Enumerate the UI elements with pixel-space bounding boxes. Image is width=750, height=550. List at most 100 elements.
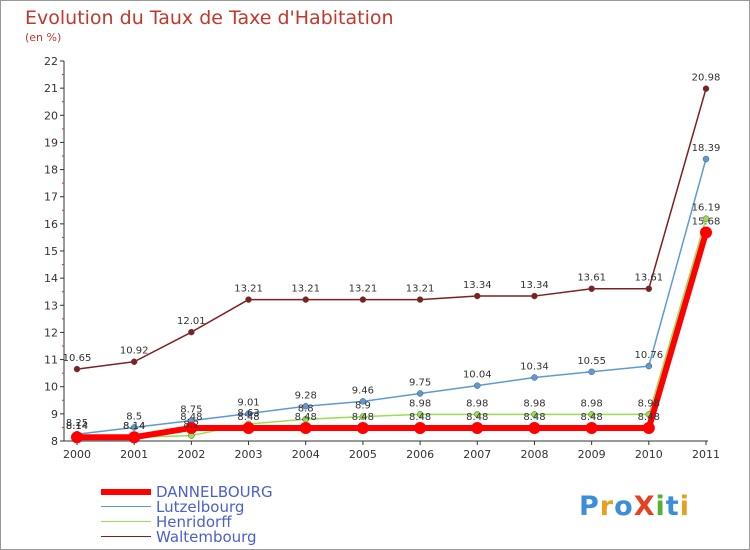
data-label: 8.48 [237, 412, 259, 423]
data-label: 9.75 [409, 378, 431, 389]
data-label: 12.01 [177, 316, 206, 327]
data-label: 8.48 [466, 412, 488, 423]
data-label: 8.75 [180, 405, 202, 416]
data-label: 8.14 [123, 421, 145, 432]
data-label: 8.48 [409, 412, 431, 423]
legend-item-dannelbourg: DANNELBOURG [101, 483, 401, 501]
data-label: 8.9 [355, 401, 371, 412]
y-tick-label: 16 [44, 218, 58, 231]
logo-letter: i [679, 491, 690, 522]
logo-letter: r [599, 491, 615, 522]
data-point [588, 368, 595, 376]
data-label: 13.21 [406, 284, 435, 295]
data-label: 8.48 [180, 412, 202, 423]
data-label: 15.68 [692, 217, 721, 228]
data-label: 8.63 [237, 408, 259, 419]
data-point [645, 285, 653, 292]
logo-letter: X [633, 491, 656, 522]
chart-title: Evolution du Taux de Taxe d'Habitation [25, 7, 394, 29]
x-tick-label: 2000 [63, 448, 91, 461]
y-tick-label: 14 [44, 272, 58, 285]
x-tick-label: 2003 [235, 448, 263, 461]
data-label: 8.48 [295, 412, 317, 423]
data-label: 9.28 [295, 390, 317, 401]
data-point [130, 424, 138, 431]
logo-letter: o [614, 491, 634, 522]
y-tick-label: 13 [44, 299, 58, 312]
legend-swatch [101, 536, 151, 538]
legend-item-waltembourg: Waltembourg [101, 529, 401, 545]
data-label: 8.5 [126, 411, 142, 422]
legend: DANNELBOURG Lutzelbourg Henridorff Walte… [101, 483, 401, 545]
series-line-waltembourg [76, 87, 707, 370]
data-label: 9.46 [352, 385, 374, 396]
data-label: 18.39 [692, 143, 721, 154]
data-point [245, 410, 252, 417]
data-label: 8.25 [66, 418, 88, 429]
data-label: 16.19 [692, 203, 721, 214]
y-tick-label: 12 [44, 326, 58, 339]
data-label: 13.21 [291, 284, 320, 295]
data-point [359, 413, 367, 420]
y-tick-label: 17 [44, 191, 58, 204]
y-tick-label: 15 [44, 245, 58, 258]
data-label: 8.98 [638, 398, 660, 409]
data-label: 8.48 [638, 412, 660, 423]
legend-label: Lutzelbourg [156, 498, 245, 516]
data-label: 8.98 [581, 398, 603, 409]
data-point [356, 421, 369, 434]
chart-subtitle: (en %) [25, 31, 62, 44]
logo-letter: i [655, 491, 666, 522]
data-label: 8.48 [352, 412, 374, 423]
data-point [702, 155, 710, 163]
data-point [416, 296, 424, 303]
logo-letter: t [665, 491, 680, 522]
x-tick-label: 2001 [120, 448, 148, 461]
data-label: 8.98 [409, 398, 431, 409]
data-label: 8.14 [66, 421, 88, 432]
data-label: 8.14 [66, 421, 88, 432]
data-point [416, 411, 424, 418]
data-label: 13.21 [234, 284, 263, 295]
data-label: 9.01 [237, 398, 259, 409]
data-point [585, 421, 598, 434]
y-tick-label: 22 [44, 55, 58, 68]
data-point [71, 431, 83, 444]
data-point [700, 226, 712, 239]
data-label: 13.21 [349, 284, 378, 295]
legend-swatch [101, 521, 151, 523]
x-tick-label: 2011 [692, 448, 720, 461]
series-line-henridorff [76, 217, 707, 438]
data-point [471, 421, 484, 434]
data-point [474, 292, 481, 300]
data-label: 13.61 [634, 273, 663, 284]
data-point [414, 421, 427, 434]
data-point [359, 296, 367, 303]
data-label: 10.04 [463, 370, 492, 381]
data-label: 10.34 [520, 361, 549, 372]
data-point [299, 421, 312, 434]
data-point [245, 296, 252, 303]
legend-swatch [101, 506, 151, 508]
x-tick-label: 2009 [578, 448, 606, 461]
data-label: 8.98 [523, 398, 545, 409]
series-line-lutzelbourg [76, 158, 707, 435]
y-tick-label: 18 [44, 164, 58, 177]
data-label: 10.55 [577, 356, 606, 367]
data-point [302, 403, 309, 410]
logo-letter: P [579, 491, 600, 522]
legend-swatch [101, 489, 151, 495]
proxiti-logo[interactable]: ProXiti [579, 491, 690, 522]
y-tick-label: 8 [51, 435, 58, 448]
data-label: 13.34 [520, 280, 549, 291]
data-point [185, 421, 198, 434]
x-tick-label: 2010 [635, 448, 663, 461]
y-tick-label: 11 [44, 354, 58, 367]
data-point [242, 421, 255, 434]
data-label: 8.2 [183, 420, 199, 431]
data-point [302, 296, 309, 303]
legend-label: DANNELBOURG [156, 483, 273, 501]
y-tick-label: 20 [44, 109, 58, 122]
